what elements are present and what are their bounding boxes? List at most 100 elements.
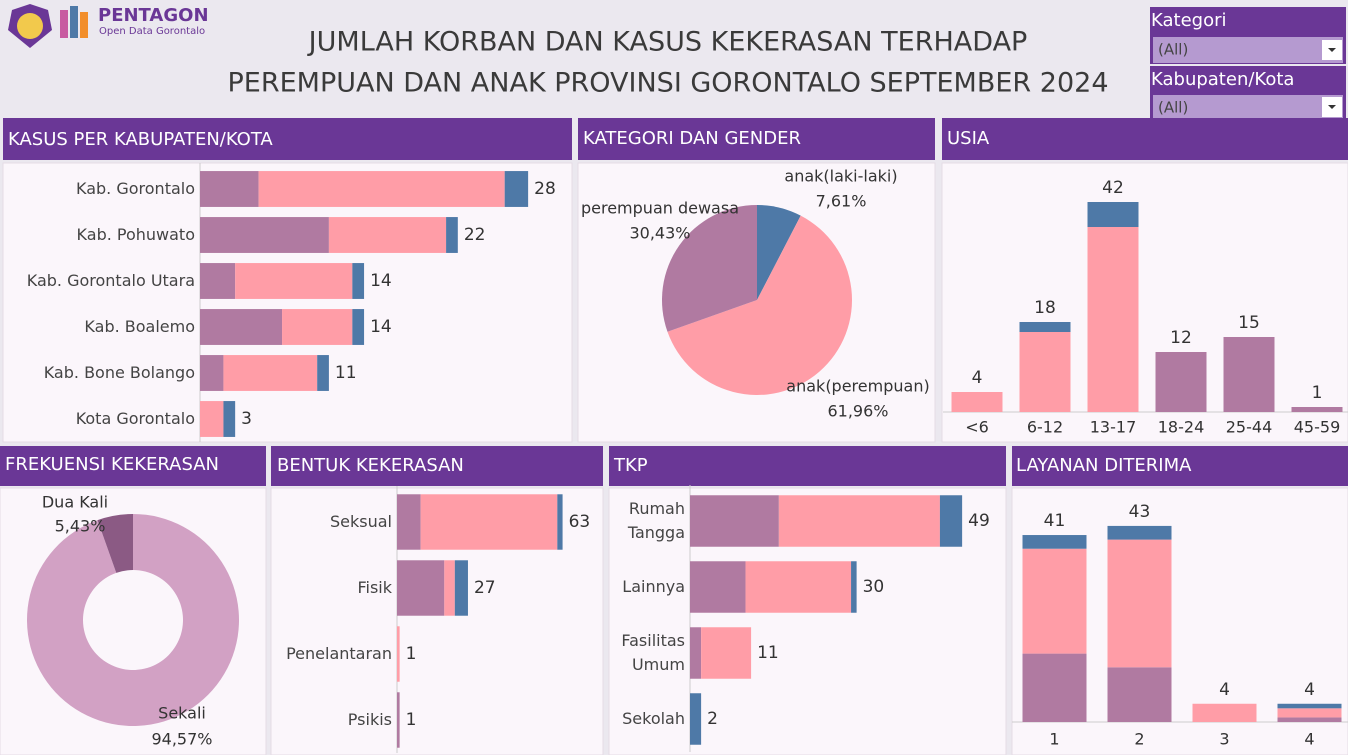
data-label: 2 xyxy=(707,709,718,729)
x-tick-label: 18-24 xyxy=(1158,418,1205,437)
pie-slice xyxy=(667,215,852,395)
data-label: 11 xyxy=(335,363,357,383)
category-label-box: Kota Gorontalo xyxy=(75,409,195,428)
slice-label: Dua Kali xyxy=(42,493,108,512)
filter-dropdown[interactable] xyxy=(1153,37,1343,63)
filter-header xyxy=(1150,66,1346,93)
category-label: Fisik xyxy=(357,578,392,597)
data-label: 1 xyxy=(406,710,417,730)
category-label-box: Lainnya xyxy=(622,577,685,596)
data-label: 4 xyxy=(1219,680,1230,700)
bar-segment xyxy=(690,627,702,679)
bar-segment xyxy=(1022,653,1087,722)
data-label: 43 xyxy=(1129,502,1151,522)
filter-value: (All) xyxy=(1158,41,1188,59)
bar-segment xyxy=(200,355,224,391)
bar-segment xyxy=(1192,703,1257,722)
data-label: 12 xyxy=(1170,328,1192,348)
bar-segment xyxy=(1107,525,1172,540)
data-label: 14 xyxy=(370,317,392,337)
category-label: Kab. Gorontalo Utara xyxy=(26,271,195,290)
filter-value: (All) xyxy=(1158,99,1188,117)
panel-title: LAYANAN DITERIMA xyxy=(1016,455,1192,476)
bar-segment xyxy=(397,560,445,616)
bar-segment xyxy=(420,494,558,550)
pie-slice xyxy=(757,205,801,300)
bar-segment xyxy=(690,693,702,745)
bar-segment xyxy=(352,263,365,299)
dashboard-title: PEREMPUAN DAN ANAK PROVINSI GORONTALO SE… xyxy=(227,68,1108,99)
logo-subtitle: Open Data Gorontalo xyxy=(99,26,205,37)
bar-segment xyxy=(1223,337,1275,412)
category-label-box: Psikis xyxy=(347,710,392,729)
category-label-box: Sekolah xyxy=(622,709,685,728)
bar-segment xyxy=(397,494,421,550)
bar-segment xyxy=(1087,202,1139,227)
filter-header xyxy=(1150,7,1346,34)
data-label: 1 xyxy=(1312,383,1323,403)
data-label: 42 xyxy=(1102,178,1124,198)
x-tick-label: 3 xyxy=(1219,730,1229,749)
bar-segment xyxy=(397,692,400,748)
bar-segment xyxy=(223,355,318,391)
category-label: Kab. Bone Bolango xyxy=(43,363,195,382)
bar-segment xyxy=(939,495,963,547)
bar-segment xyxy=(1019,322,1071,332)
slice-value: 5,43% xyxy=(55,517,106,536)
data-label: 11 xyxy=(757,643,779,663)
bar-segment xyxy=(454,560,468,616)
bar-segment xyxy=(557,494,563,550)
logo-title: PENTAGON xyxy=(98,5,209,26)
dropdown-arrow xyxy=(1328,48,1336,52)
x-tick-label: 25-44 xyxy=(1226,418,1273,437)
bar-segment xyxy=(444,560,455,616)
category-label: Lainnya xyxy=(622,577,685,596)
bar-segment xyxy=(258,171,505,207)
data-label: 3 xyxy=(241,409,252,429)
data-label: 4 xyxy=(1304,680,1315,700)
bar-segment xyxy=(1022,548,1087,654)
dashboard-title: JUMLAH KORBAN DAN KASUS KEKERASAN TERHAD… xyxy=(307,27,1028,58)
category-label-box: Kab. Bone Bolango xyxy=(43,363,195,382)
slice-label: Sekali xyxy=(158,704,206,723)
data-label: 22 xyxy=(464,225,486,245)
bar-segment xyxy=(1277,717,1342,722)
x-tick-label: <6 xyxy=(965,418,989,437)
bar-segment xyxy=(690,561,746,613)
filter-label: Kabupaten/Kota xyxy=(1151,69,1294,90)
data-label: 4 xyxy=(972,368,983,388)
category-label-box: Rumah Tangga xyxy=(627,499,685,542)
panel-title: TKP xyxy=(613,455,648,476)
category-label: Fasilitas Umum xyxy=(621,631,685,674)
category-label: Rumah Tangga xyxy=(627,499,685,542)
panel-header xyxy=(609,446,1006,486)
panel-header xyxy=(942,118,1348,160)
dropdown-arrow xyxy=(1328,105,1336,109)
filter-label: Kategori xyxy=(1151,10,1227,31)
bar-segment xyxy=(328,217,447,253)
data-label: 15 xyxy=(1238,313,1260,333)
slice-label: anak(perempuan) xyxy=(786,377,929,396)
filter-dropdown[interactable] xyxy=(1153,95,1343,120)
slice-label: perempuan dewasa xyxy=(581,199,739,218)
bar-segment xyxy=(200,171,259,207)
data-label: 14 xyxy=(370,271,392,291)
bar-segment xyxy=(778,495,940,547)
category-label: Kota Gorontalo xyxy=(75,409,195,428)
bar-segment xyxy=(235,263,353,299)
category-label-box: Kab. Pohuwato xyxy=(76,225,195,244)
category-label: Kab. Pohuwato xyxy=(76,225,195,244)
category-label: Seksual xyxy=(330,512,392,531)
bar-segment xyxy=(745,561,852,613)
bar-segment xyxy=(851,561,857,613)
logo xyxy=(8,4,88,48)
category-label: Kab. Gorontalo xyxy=(76,179,195,198)
category-label: Psikis xyxy=(347,710,392,729)
panel-header xyxy=(3,118,572,160)
bar-segment xyxy=(1277,708,1342,718)
bar-segment xyxy=(1277,703,1342,709)
bar-segment xyxy=(1087,227,1139,412)
panel-header xyxy=(1012,446,1348,486)
bar-segment xyxy=(1022,535,1087,549)
